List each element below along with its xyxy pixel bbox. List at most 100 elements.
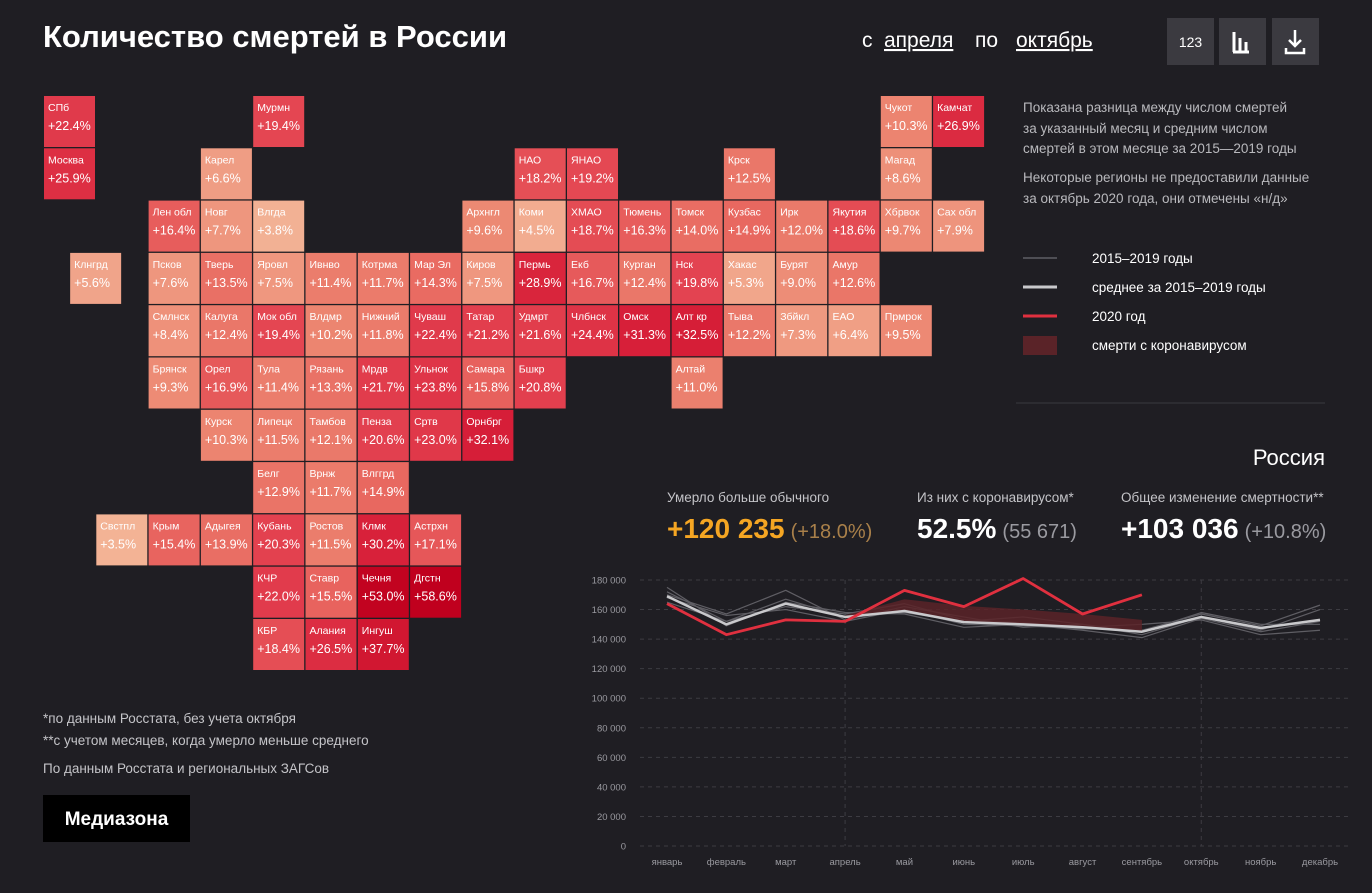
region-tile[interactable] [253, 566, 305, 618]
region-tile[interactable] [462, 409, 514, 461]
region-tile[interactable] [148, 305, 200, 357]
region-tile[interactable] [462, 357, 514, 409]
region-tile[interactable] [619, 200, 671, 252]
x-tick-label: ноябрь [1245, 857, 1276, 868]
region-tile[interactable] [723, 305, 775, 357]
region-tile[interactable] [514, 305, 566, 357]
region-tile[interactable] [828, 200, 880, 252]
region-tile[interactable] [200, 252, 252, 304]
region-tile[interactable] [253, 409, 305, 461]
region-value: +32.5% [676, 328, 719, 342]
region-tile[interactable] [357, 514, 409, 566]
region-tile[interactable] [410, 514, 462, 566]
region-tile[interactable] [671, 305, 723, 357]
region-tile[interactable] [514, 357, 566, 409]
chart-button[interactable] [1219, 18, 1266, 65]
region-tile[interactable] [933, 200, 985, 252]
region-tile[interactable] [253, 357, 305, 409]
region-tile[interactable] [462, 252, 514, 304]
region-tile[interactable] [567, 148, 618, 200]
region-tile[interactable] [880, 148, 932, 200]
region-tile[interactable] [357, 305, 409, 357]
region-tile[interactable] [514, 148, 566, 200]
region-tile[interactable] [357, 252, 409, 304]
region-name: Алтай [676, 364, 706, 376]
region-name: Крым [153, 520, 180, 532]
region-tile[interactable] [305, 514, 357, 566]
region-tile[interactable] [410, 252, 462, 304]
region-tile[interactable] [776, 200, 828, 252]
region-tile[interactable] [200, 357, 252, 409]
region-tile[interactable] [305, 409, 357, 461]
region-tile[interactable] [96, 514, 148, 566]
region-tile[interactable] [880, 96, 932, 147]
region-tile[interactable] [148, 514, 200, 566]
region-tile[interactable] [723, 200, 775, 252]
region-value: +17.1% [414, 537, 457, 551]
region-tile[interactable] [723, 252, 775, 304]
region-tile[interactable] [880, 200, 932, 252]
region-tile[interactable] [357, 357, 409, 409]
region-tile[interactable] [305, 619, 357, 670]
region-tile[interactable] [567, 200, 618, 252]
region-tile[interactable] [776, 305, 828, 357]
region-tile[interactable] [828, 305, 880, 357]
region-tile[interactable] [357, 619, 409, 670]
x-tick-label: май [896, 857, 913, 868]
view-button[interactable] [1167, 18, 1214, 65]
region-tile[interactable] [44, 148, 95, 200]
period-from[interactable]: апреля [884, 29, 953, 52]
region-tile[interactable] [253, 200, 305, 252]
region-tile[interactable] [514, 200, 566, 252]
region-tile[interactable] [253, 96, 305, 147]
region-tile[interactable] [567, 252, 618, 304]
region-name: Мар Эл [414, 259, 451, 271]
region-tile[interactable] [200, 305, 252, 357]
region-tile[interactable] [410, 357, 462, 409]
region-tile[interactable] [357, 566, 409, 618]
region-tile[interactable] [253, 305, 305, 357]
region-tile[interactable] [933, 96, 985, 147]
region-tile[interactable] [305, 252, 357, 304]
region-tile[interactable] [619, 305, 671, 357]
region-tile[interactable] [410, 305, 462, 357]
region-tile[interactable] [357, 409, 409, 461]
region-tile[interactable] [253, 252, 305, 304]
region-tile[interactable] [357, 462, 409, 514]
region-tile[interactable] [619, 252, 671, 304]
logo-box[interactable] [43, 795, 190, 842]
region-tile[interactable] [462, 305, 514, 357]
region-tile[interactable] [880, 305, 932, 357]
region-tile[interactable] [671, 252, 723, 304]
region-tile[interactable] [828, 252, 880, 304]
region-tile[interactable] [305, 357, 357, 409]
region-tile[interactable] [200, 409, 252, 461]
region-tile[interactable] [148, 200, 200, 252]
region-tile[interactable] [200, 148, 252, 200]
region-tile[interactable] [410, 566, 462, 618]
download-button[interactable] [1272, 18, 1319, 65]
region-tile[interactable] [462, 200, 514, 252]
region-tile[interactable] [671, 357, 723, 409]
region-name: Чечня [362, 573, 391, 585]
region-tile[interactable] [148, 252, 200, 304]
period-to[interactable]: октябрь [1016, 29, 1093, 52]
region-tile[interactable] [723, 148, 775, 200]
region-tile[interactable] [776, 252, 828, 304]
stat-label: Общее изменение смертности** [1121, 490, 1324, 505]
region-tile[interactable] [305, 305, 357, 357]
region-tile[interactable] [253, 462, 305, 514]
region-tile[interactable] [70, 252, 122, 304]
region-tile[interactable] [200, 514, 252, 566]
region-tile[interactable] [567, 305, 618, 357]
region-tile[interactable] [410, 409, 462, 461]
region-tile[interactable] [148, 357, 200, 409]
region-tile[interactable] [305, 462, 357, 514]
region-tile[interactable] [44, 96, 95, 147]
region-tile[interactable] [671, 200, 723, 252]
region-tile[interactable] [253, 514, 305, 566]
region-tile[interactable] [305, 566, 357, 618]
region-tile[interactable] [200, 200, 252, 252]
region-tile[interactable] [253, 619, 305, 670]
region-tile[interactable] [514, 252, 566, 304]
